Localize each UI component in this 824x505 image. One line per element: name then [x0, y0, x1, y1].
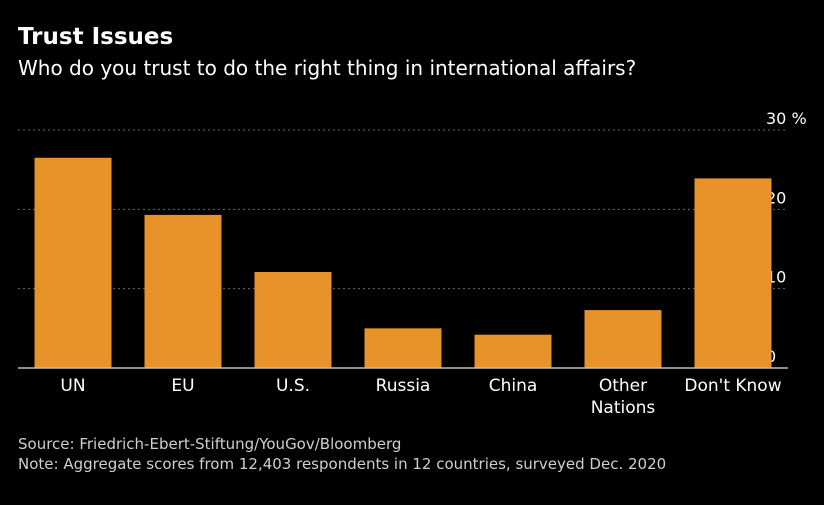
bar-china	[474, 334, 552, 368]
bar-other-nations	[584, 310, 662, 368]
bar-russia	[364, 328, 442, 368]
category-label-1: EU	[171, 376, 194, 396]
chart-footer: Source: Friedrich-Ebert-Stiftung/YouGov/…	[18, 434, 698, 474]
bar-u-s	[254, 272, 332, 368]
source-note: Source: Friedrich-Ebert-Stiftung/YouGov/…	[18, 435, 402, 453]
bar-don-t-know	[694, 178, 772, 368]
category-label-2: U.S.	[276, 376, 310, 396]
bar-un	[34, 157, 112, 368]
chart-subtitle: Who do you trust to do the right thing i…	[18, 56, 637, 80]
y-tick-label-30: 30 %	[766, 109, 807, 128]
bar-eu	[144, 214, 222, 368]
category-label-5: Other Nations	[591, 376, 656, 418]
chart-title: Trust Issues	[18, 24, 174, 50]
category-label-3: Russia	[376, 376, 431, 396]
category-label-4: China	[489, 376, 538, 396]
category-label-0: UN	[60, 376, 85, 396]
bar-chart: 0102030 %UNEUU.S.RussiaChinaOtherNations…	[18, 109, 807, 418]
methodology-note: Note: Aggregate scores from 12,403 respo…	[18, 455, 667, 473]
category-label-6: Don't Know	[684, 376, 781, 396]
